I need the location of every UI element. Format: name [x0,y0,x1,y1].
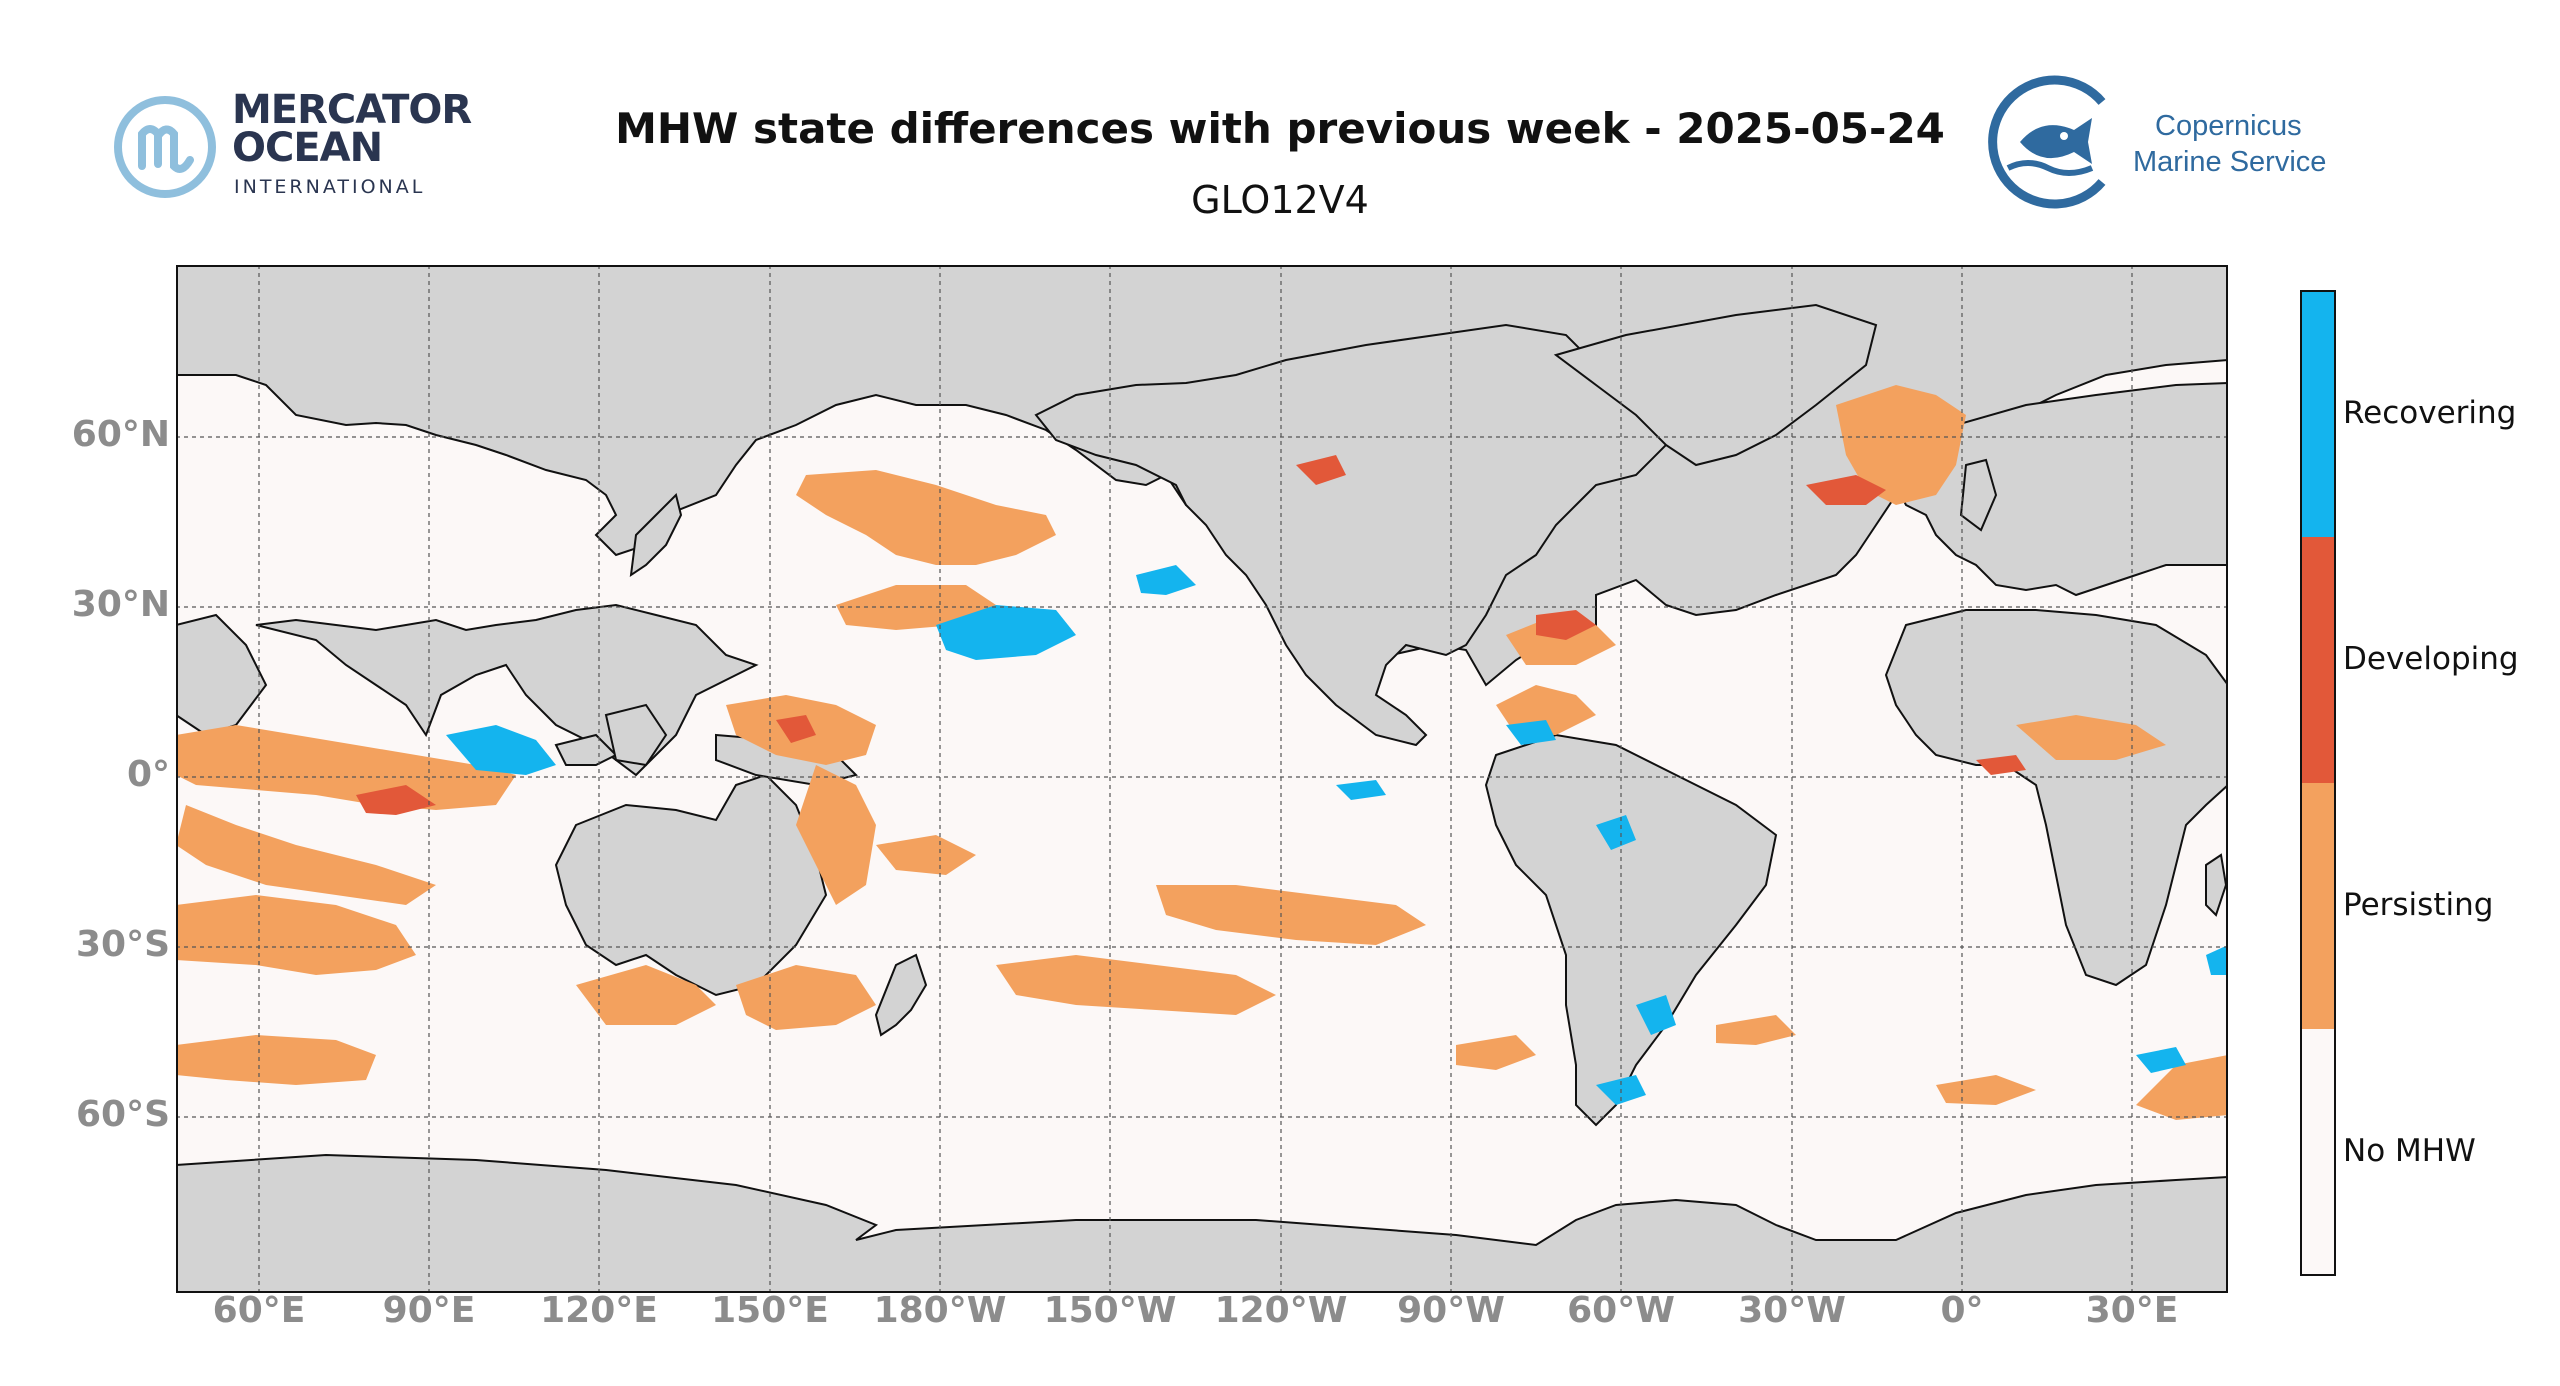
lon-label-30e: 30°E [2085,1290,2179,1331]
lat-label-30n: 30°N [71,584,170,625]
map-frame [176,265,2228,1293]
mercator-name-line1: MERCATOR [232,87,472,133]
mhw-patches [176,385,2228,1120]
lat-label-60n: 60°N [71,414,170,455]
lon-label-120w: 120°W [1214,1290,1348,1331]
colorbar-label-recovering: Recovering [2343,395,2517,431]
copernicus-logo-icon [1988,75,2106,209]
colorbar-label-no-mhw: No MHW [2343,1133,2476,1169]
lon-label-180w: 180°W [873,1290,1007,1331]
lon-label-150w: 150°W [1043,1290,1177,1331]
developing-patches [356,455,2026,815]
colorbar-label-persisting: Persisting [2343,887,2494,923]
colorbar-label-developing: Developing [2343,641,2519,677]
colorbar-developing [2301,537,2335,783]
mercator-name-line2: OCEAN [232,125,383,171]
colorbar-no-mhw [2301,1029,2335,1275]
map-subtitle: GLO12V4 [1191,178,1369,222]
lon-label-30w: 30°W [1738,1290,1846,1331]
lon-label-120e: 120°E [540,1290,658,1331]
copernicus-name-line1: Copernicus [2155,110,2302,142]
colorbar-persisting [2301,783,2335,1029]
colorbar-recovering [2301,291,2335,537]
lat-label-0: 0° [126,754,170,795]
lon-label-90w: 90°W [1397,1290,1505,1331]
gridlines [176,265,2228,1293]
land-masses [176,265,2228,1293]
lat-label-60s: 60°S [75,1094,170,1135]
colorbar [2300,290,2336,1276]
lon-label-150e: 150°E [711,1290,829,1331]
lon-label-60w: 60°W [1567,1290,1675,1331]
copernicus-name-line2: Marine Service [2133,146,2327,178]
world-map [176,265,2228,1293]
recovering-patches [446,565,2228,1105]
map-title: MHW state differences with previous week… [615,104,1945,153]
lon-label-0: 0° [1940,1290,1984,1331]
mercator-logo-icon [114,96,216,198]
persisting-patches [176,385,2228,1120]
lon-label-60e: 60°E [212,1290,306,1331]
lat-label-30s: 30°S [75,924,170,965]
lon-label-90e: 90°E [382,1290,476,1331]
mercator-name-line3: INTERNATIONAL [234,176,426,198]
